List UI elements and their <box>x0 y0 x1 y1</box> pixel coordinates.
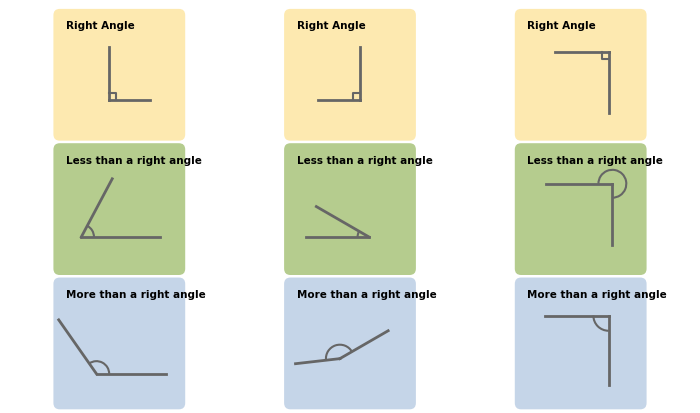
Text: Right Angle: Right Angle <box>297 21 365 31</box>
FancyBboxPatch shape <box>514 278 647 409</box>
Text: Less than a right angle: Less than a right angle <box>66 155 202 165</box>
Text: More than a right angle: More than a right angle <box>297 289 437 299</box>
Text: Less than a right angle: Less than a right angle <box>528 155 664 165</box>
FancyBboxPatch shape <box>53 278 186 409</box>
Text: Less than a right angle: Less than a right angle <box>297 155 433 165</box>
FancyBboxPatch shape <box>284 144 416 275</box>
Text: More than a right angle: More than a right angle <box>528 289 667 299</box>
Text: More than a right angle: More than a right angle <box>66 289 206 299</box>
FancyBboxPatch shape <box>53 10 186 141</box>
Text: Right Angle: Right Angle <box>66 21 135 31</box>
Text: Right Angle: Right Angle <box>528 21 596 31</box>
FancyBboxPatch shape <box>284 10 416 141</box>
FancyBboxPatch shape <box>284 278 416 409</box>
FancyBboxPatch shape <box>514 10 647 141</box>
FancyBboxPatch shape <box>53 144 186 275</box>
FancyBboxPatch shape <box>514 144 647 275</box>
